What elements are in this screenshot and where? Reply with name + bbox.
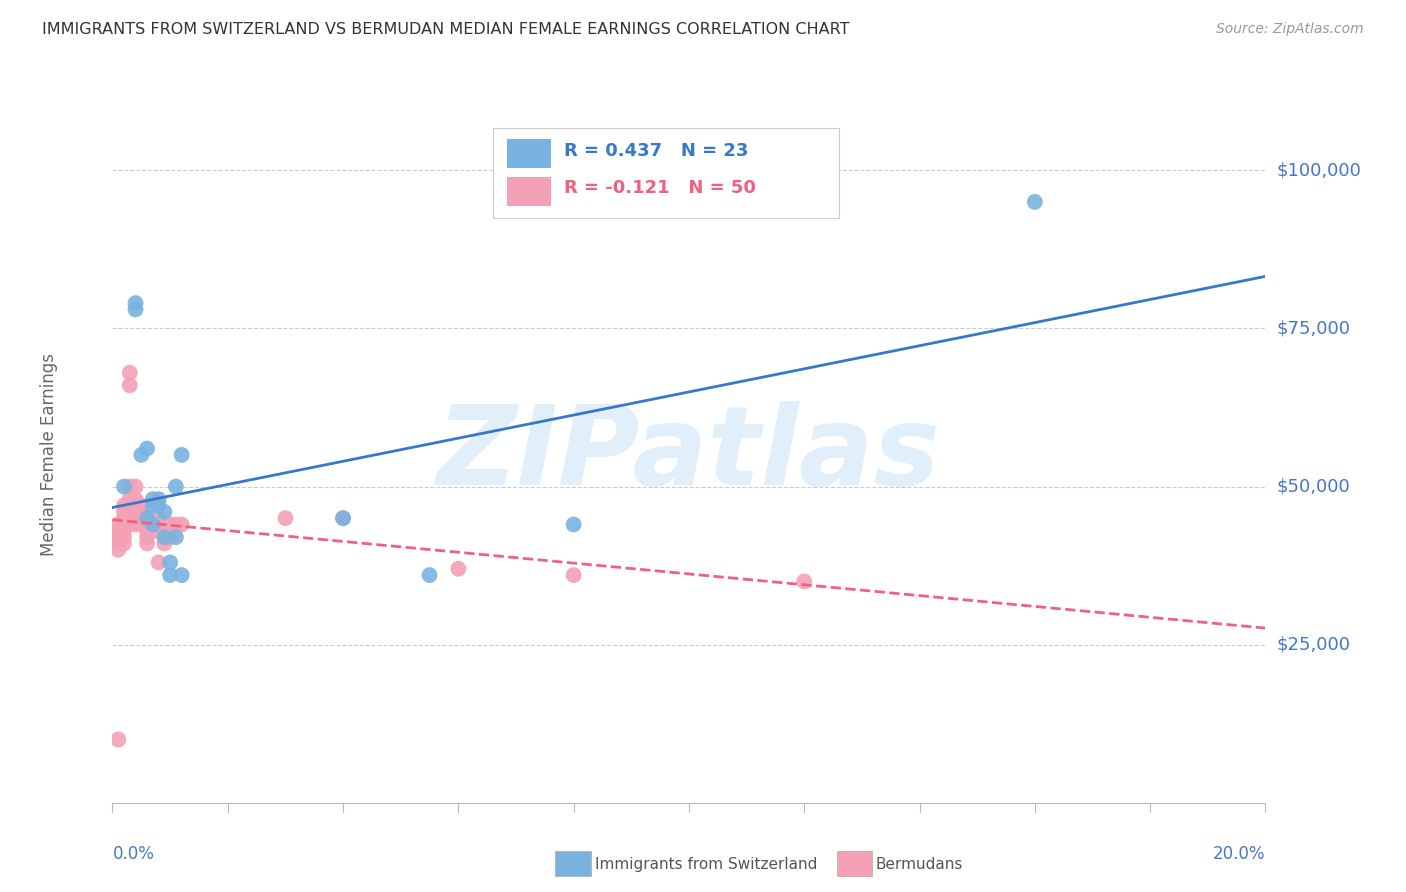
Point: [142, 499, 165, 513]
Point: [562, 568, 585, 582]
Point: [136, 530, 159, 544]
Point: [148, 556, 170, 570]
Point: [107, 732, 129, 747]
Point: [332, 511, 354, 525]
Point: [118, 492, 141, 507]
Point: [153, 536, 176, 550]
Point: [112, 524, 135, 538]
Text: Bermudans: Bermudans: [876, 857, 963, 871]
Point: [112, 511, 135, 525]
Point: [419, 568, 441, 582]
Text: $50,000: $50,000: [1277, 477, 1350, 496]
Point: [153, 530, 176, 544]
Point: [112, 479, 135, 493]
Point: [118, 517, 141, 532]
Point: [142, 492, 165, 507]
Point: [136, 536, 159, 550]
Point: [112, 530, 135, 544]
Point: [112, 536, 135, 550]
Point: [153, 505, 176, 519]
Point: [118, 479, 141, 493]
Text: $25,000: $25,000: [1277, 636, 1351, 654]
Point: [107, 517, 129, 532]
Point: [107, 542, 129, 557]
Point: [274, 511, 297, 525]
Point: [107, 530, 129, 544]
Point: [129, 511, 153, 525]
Text: ZIPatlas: ZIPatlas: [437, 401, 941, 508]
Text: IMMIGRANTS FROM SWITZERLAND VS BERMUDAN MEDIAN FEMALE EARNINGS CORRELATION CHART: IMMIGRANTS FROM SWITZERLAND VS BERMUDAN …: [42, 22, 849, 37]
Point: [447, 562, 470, 576]
Point: [118, 366, 141, 380]
Text: R = 0.437   N = 23: R = 0.437 N = 23: [564, 142, 749, 160]
Point: [112, 505, 135, 519]
Text: Immigrants from Switzerland: Immigrants from Switzerland: [595, 857, 817, 871]
Point: [562, 517, 585, 532]
Text: Median Female Earnings: Median Female Earnings: [39, 353, 58, 557]
Point: [118, 505, 141, 519]
Point: [142, 524, 165, 538]
Point: [129, 517, 153, 532]
Point: [129, 499, 153, 513]
Text: R = -0.121   N = 50: R = -0.121 N = 50: [564, 179, 756, 197]
Text: 20.0%: 20.0%: [1213, 845, 1265, 863]
Point: [118, 378, 141, 392]
Text: $75,000: $75,000: [1277, 319, 1351, 337]
Bar: [506, 177, 551, 206]
Point: [153, 524, 176, 538]
Point: [793, 574, 815, 589]
Point: [107, 524, 129, 538]
Point: [129, 448, 153, 462]
Point: [112, 499, 135, 513]
FancyBboxPatch shape: [494, 128, 839, 219]
Text: $100,000: $100,000: [1277, 161, 1361, 179]
Point: [142, 517, 165, 532]
Point: [136, 524, 159, 538]
Point: [142, 517, 165, 532]
Point: [124, 479, 146, 493]
Point: [153, 530, 176, 544]
Point: [129, 505, 153, 519]
Point: [159, 524, 181, 538]
Point: [165, 530, 187, 544]
Point: [148, 492, 170, 507]
Point: [159, 556, 181, 570]
Point: [159, 517, 181, 532]
Point: [332, 511, 354, 525]
Point: [124, 296, 146, 310]
Point: [124, 505, 146, 519]
Point: [170, 448, 193, 462]
Bar: [506, 139, 551, 169]
Point: [136, 442, 159, 456]
Point: [124, 517, 146, 532]
Point: [136, 511, 159, 525]
Point: [136, 511, 159, 525]
Point: [107, 536, 129, 550]
Point: [170, 517, 193, 532]
Point: [148, 499, 170, 513]
Point: [124, 492, 146, 507]
Text: Source: ZipAtlas.com: Source: ZipAtlas.com: [1216, 22, 1364, 37]
Point: [165, 517, 187, 532]
Point: [159, 568, 181, 582]
Text: 0.0%: 0.0%: [112, 845, 155, 863]
Point: [112, 517, 135, 532]
Point: [170, 568, 193, 582]
Point: [124, 302, 146, 317]
Point: [159, 530, 181, 544]
Point: [136, 517, 159, 532]
Point: [165, 479, 187, 493]
Point: [1024, 194, 1046, 209]
Point: [148, 511, 170, 525]
Point: [148, 517, 170, 532]
